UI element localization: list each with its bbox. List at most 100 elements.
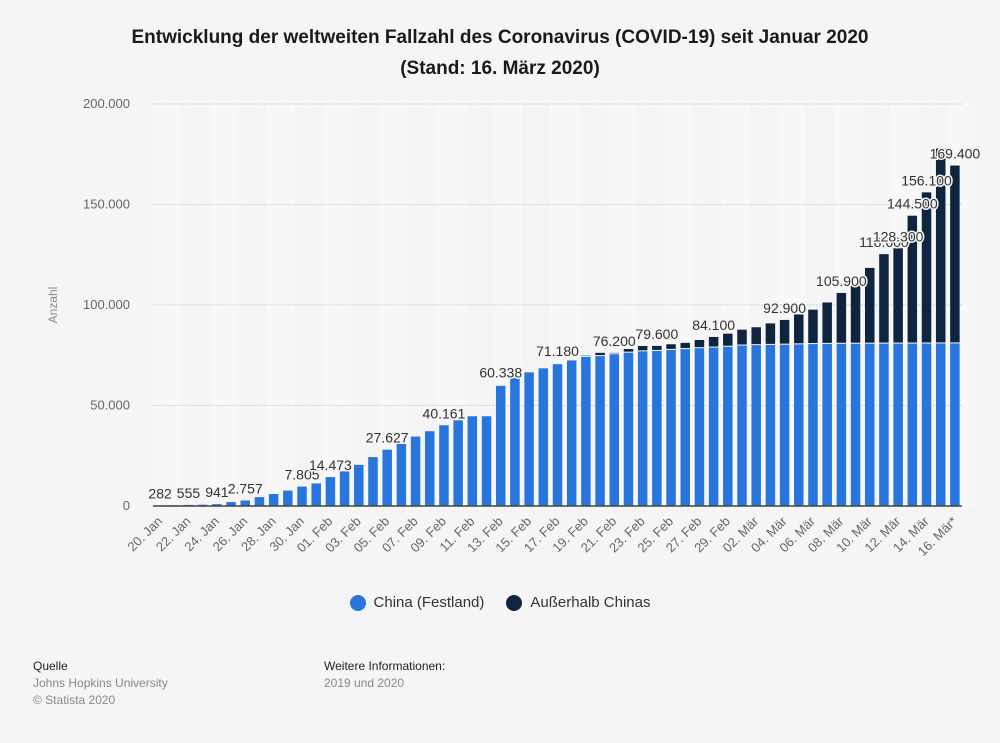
- data-label: 282: [148, 485, 172, 501]
- data-label: 105.900: [816, 273, 867, 289]
- bar-china: [935, 343, 946, 506]
- legend-item-china[interactable]: China (Festland): [349, 594, 485, 611]
- bar-china: [694, 348, 705, 506]
- y-tick-label: 200.000: [83, 96, 130, 111]
- bar-china: [339, 471, 350, 506]
- bar-outside-china: [680, 342, 690, 349]
- bar-china: [637, 351, 648, 506]
- bar-china: [794, 344, 804, 506]
- chart-title: Entwicklung der weltweiten Fallzahl des …: [131, 27, 869, 79]
- bar-china: [212, 504, 222, 506]
- bar-china: [368, 457, 378, 506]
- bar-china: [467, 416, 478, 506]
- bar-china: [566, 360, 577, 506]
- bar-outside-china: [808, 309, 818, 344]
- bar-outside-china: [737, 329, 747, 345]
- bar-outside-china: [893, 248, 903, 343]
- background-stripe: [209, 104, 239, 506]
- bar-outside-china: [637, 346, 648, 351]
- bar-china: [609, 354, 620, 506]
- data-label: 2.757: [228, 480, 263, 496]
- legend-marker-china-icon: [349, 594, 366, 611]
- bar-china: [822, 343, 832, 506]
- y-tick-label: 50.000: [90, 398, 130, 413]
- legend-label-outside-china: Außerhalb Chinas: [530, 594, 651, 611]
- bar-outside-china: [836, 292, 847, 343]
- legend-item-outside-china[interactable]: Außerhalb Chinas: [506, 594, 650, 611]
- bar-outside-china: [708, 336, 719, 347]
- data-label: 144.500: [887, 196, 938, 212]
- footer-info: Weitere Informationen: 2019 und 2020: [324, 658, 445, 692]
- source-heading: Quelle: [33, 659, 68, 673]
- data-label: 128.300: [873, 228, 924, 244]
- bar-outside-china: [850, 285, 861, 343]
- bar-outside-china: [723, 333, 733, 346]
- bar-china: [354, 464, 364, 506]
- bar-china: [836, 343, 847, 506]
- bar-china: [623, 352, 634, 506]
- data-label: 941: [205, 484, 229, 500]
- bar-china: [808, 344, 818, 506]
- bar-outside-china: [864, 267, 875, 343]
- bar-china: [595, 356, 605, 506]
- y-tick-label: 100.000: [83, 297, 130, 312]
- bar-outside-china: [935, 148, 946, 343]
- bar-china: [524, 372, 534, 506]
- bar-outside-china: [595, 352, 605, 356]
- bar-china: [410, 436, 421, 506]
- legend: China (Festland) Außerhalb Chinas: [0, 594, 1000, 611]
- background-stripe: [153, 104, 182, 506]
- data-label: 156.100: [901, 172, 952, 188]
- bar-outside-china: [879, 254, 889, 343]
- bar-china: [382, 449, 392, 506]
- info-line-1: 2019 und 2020: [324, 676, 405, 690]
- bar-china: [779, 344, 790, 506]
- bar-china: [907, 343, 918, 506]
- bar-china: [921, 343, 932, 506]
- bar-china: [240, 500, 251, 506]
- bar-outside-china: [794, 314, 804, 344]
- bar-outside-china: [751, 327, 761, 345]
- bar-china: [552, 364, 563, 506]
- bar-china: [268, 494, 279, 506]
- y-tick-label: 0: [123, 498, 130, 513]
- bar-china: [226, 502, 236, 506]
- bar-outside-china: [623, 349, 634, 352]
- source-line-1[interactable]: Johns Hopkins University: [33, 676, 168, 690]
- bar-china: [538, 368, 549, 506]
- y-tick-label: 150.000: [83, 197, 130, 212]
- data-label: 169.400: [930, 146, 981, 162]
- data-label: 14.473: [309, 457, 352, 473]
- bar-outside-china: [694, 339, 705, 348]
- bar-china: [879, 343, 889, 506]
- data-label: 27.627: [366, 429, 409, 445]
- bar-china: [481, 416, 492, 506]
- bar-outside-china: [907, 215, 918, 343]
- data-label: 79.600: [635, 326, 678, 342]
- bar-china: [765, 344, 776, 506]
- legend-label-china: China (Festland): [373, 594, 485, 611]
- bar-outside-china: [666, 344, 676, 349]
- legend-marker-outside-china-icon: [506, 594, 523, 611]
- bar-china: [950, 343, 960, 506]
- bar-china: [850, 343, 861, 506]
- bar-outside-china: [921, 192, 932, 343]
- bar-china: [510, 377, 520, 506]
- bar-china: [254, 497, 265, 506]
- bar-outside-china: [822, 302, 832, 343]
- data-label: 92.900: [763, 300, 806, 316]
- bar-china: [297, 486, 307, 506]
- info-heading: Weitere Informationen:: [324, 659, 446, 673]
- bar-china: [439, 425, 449, 506]
- data-label: 118.600: [859, 234, 909, 250]
- bar-outside-china: [652, 345, 662, 350]
- bar-china: [666, 349, 676, 506]
- bar-outside-china: [950, 165, 960, 343]
- bar-china: [652, 350, 662, 506]
- bar-china: [453, 420, 463, 506]
- bar-china: [680, 349, 690, 506]
- bar-china: [864, 343, 875, 506]
- bar-china: [708, 347, 719, 506]
- bar-outside-china: [765, 323, 776, 344]
